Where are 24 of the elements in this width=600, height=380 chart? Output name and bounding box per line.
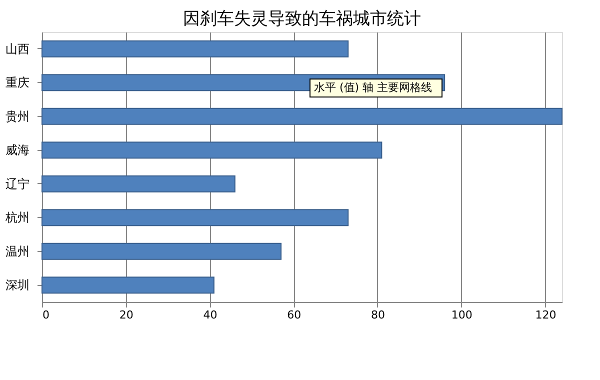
y-tick-label: 杭州 (4, 210, 30, 225)
bar (42, 209, 349, 226)
x-tick-label: 40 (203, 308, 218, 322)
x-tick-label: 100 (451, 308, 472, 322)
bar (42, 108, 562, 125)
chart-title: 因刹车失灵导致的车祸城市统计 (183, 9, 421, 29)
y-tick-label: 威海 (6, 143, 30, 158)
x-tick-label: 60 (287, 308, 302, 322)
y-tick-label: 贵州 (6, 109, 30, 124)
y-tick-label: 辽宁 (6, 176, 30, 191)
bar (42, 142, 382, 159)
x-tick-label: 80 (370, 308, 385, 322)
y-tick-label: 温州 (6, 244, 30, 258)
x-tick-label: 20 (119, 308, 134, 322)
bar (42, 242, 282, 260)
annotation: 水平 (值) 轴 主要网格线 (314, 81, 432, 94)
y-tick-label: 山西 (6, 42, 30, 56)
y-tick-label: 深圳 (6, 278, 30, 292)
x-tick-label: 120 (535, 308, 556, 322)
x-tick-label: 0 (42, 308, 50, 322)
bar (42, 175, 236, 192)
y-tick-label: 重庆 (6, 76, 30, 90)
bar (42, 40, 349, 58)
bar (42, 276, 214, 294)
